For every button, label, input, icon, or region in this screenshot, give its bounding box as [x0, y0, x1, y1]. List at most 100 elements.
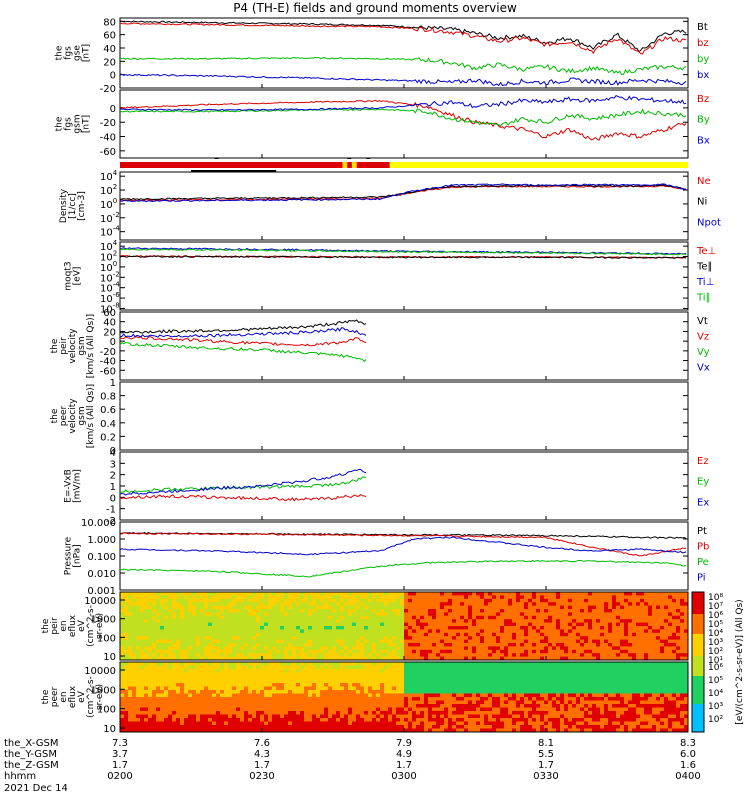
spectrogram-cell: [296, 649, 301, 654]
spectrogram-cell: [292, 598, 297, 603]
spectrogram-cell: [236, 619, 241, 624]
spectrogram-cell: [304, 679, 309, 684]
spectrogram-cell: [140, 619, 145, 624]
spectrogram-cell: [212, 615, 217, 620]
spectrogram-cell: [344, 728, 349, 733]
panel-frame: [119, 451, 689, 521]
spectrogram-cell: [368, 629, 373, 634]
spectrogram-cell: [444, 725, 449, 729]
spectrogram-cell: [548, 656, 553, 661]
spectrogram-cell: [648, 602, 653, 607]
spectrogram-cell: [144, 639, 149, 644]
spectrogram-cell: [400, 626, 405, 630]
spectrogram-cell: [328, 669, 333, 673]
spectrogram-cell: [496, 605, 501, 610]
spectrogram-cell: [268, 707, 273, 712]
spectrogram-cell: [560, 619, 565, 624]
spectrogram-cell: [132, 615, 137, 620]
spectrogram-cell: [496, 636, 501, 641]
spectrogram-cell: [360, 711, 365, 715]
spectrogram-cell: [224, 725, 229, 729]
spectrogram-cell: [300, 643, 305, 647]
spectrogram-cell: [476, 602, 481, 607]
spectrogram-cell: [468, 725, 473, 729]
spectrogram-cell: [220, 662, 225, 666]
spectrogram-cell: [368, 602, 373, 607]
spectrogram-cell: [480, 718, 485, 722]
spectrogram-cell: [536, 602, 541, 607]
spectrogram-cell: [284, 653, 289, 658]
spectrogram-cell: [500, 653, 505, 658]
spectrogram-cell: [344, 595, 349, 600]
spectrogram-cell: [288, 592, 293, 596]
spectrogram-cell: [140, 598, 145, 603]
spectrogram-cell: [204, 656, 209, 661]
spectrogram-cell: [464, 649, 469, 654]
spectrogram-cell: [452, 592, 457, 596]
spectrogram-cell: [472, 626, 477, 630]
spectrogram-cell: [588, 595, 593, 600]
spectrogram-cell: [444, 595, 449, 600]
spectrogram-cell: [140, 612, 145, 617]
spectrogram-cell: [492, 639, 497, 644]
y-tick-label: 100: [97, 633, 116, 644]
spectrogram-cell: [460, 602, 465, 607]
spectrogram-cell: [120, 700, 125, 705]
spectrogram-cell: [208, 693, 213, 698]
spectrogram-cell: [388, 679, 393, 684]
spectrogram-cell: [148, 602, 153, 607]
spectrogram-cell: [404, 718, 409, 722]
spectrogram-cell: [596, 615, 601, 620]
spectrogram-cell: [504, 619, 509, 624]
spectrogram-cell: [352, 626, 357, 630]
spectrogram-cell: [212, 665, 217, 670]
spectrogram-cell: [176, 714, 181, 719]
spectrogram-cell: [184, 643, 189, 647]
spectrogram-cell: [280, 636, 285, 641]
spectrogram-cell: [276, 718, 281, 722]
spectrogram-cell: [316, 649, 321, 654]
spectrogram-cell: [392, 721, 397, 726]
spectrogram-cell: [224, 683, 229, 687]
spectrogram-cell: [632, 646, 637, 651]
spectrogram-cell: [160, 721, 165, 726]
spectrogram-cell: [128, 676, 133, 680]
spectrogram-cell: [212, 672, 217, 677]
spectrogram-cell: [600, 649, 605, 654]
spectrogram-cell: [360, 683, 365, 687]
spectrogram-cell: [424, 718, 429, 722]
spectrogram-cell: [184, 711, 189, 715]
spectrogram-cell: [440, 649, 445, 654]
spectrogram-cell: [548, 636, 553, 641]
spectrogram-cell: [360, 669, 365, 673]
spectrogram-cell: [300, 629, 305, 634]
spectrogram-cell: [168, 629, 173, 634]
spectrogram-cell: [296, 718, 301, 722]
spectrogram-cell: [132, 728, 137, 733]
spectrogram-cell: [328, 639, 333, 644]
spectrogram-cell: [648, 622, 653, 627]
spectrogram-cell: [120, 622, 125, 627]
spectrogram-cell: [156, 656, 161, 661]
spectrogram-cell: [408, 704, 413, 708]
spectrogram-cell: [412, 602, 417, 607]
spectrogram-cell: [352, 728, 357, 733]
spectrogram-cell: [328, 686, 333, 691]
spectrogram-cell: [448, 697, 453, 701]
spectrogram-cell: [392, 595, 397, 600]
spectrogram-cell: [188, 626, 193, 630]
spectrogram-cell: [676, 619, 681, 624]
spectrogram-cell: [188, 676, 193, 680]
spectrogram-cell: [160, 669, 165, 673]
spectrogram-cell: [484, 672, 489, 677]
spectrogram-cell: [244, 612, 249, 617]
spectrogram-cell: [352, 669, 357, 673]
legend-Te∥: Te∥: [696, 262, 713, 273]
spectrogram-cell: [384, 683, 389, 687]
spectrogram-cell: [648, 605, 653, 610]
spectrogram-cell: [636, 653, 641, 658]
spectrogram-cell: [336, 615, 341, 620]
spectrogram-cell: [336, 711, 341, 715]
spectrogram-cell: [288, 632, 293, 637]
spectrogram-cell: [444, 626, 449, 630]
